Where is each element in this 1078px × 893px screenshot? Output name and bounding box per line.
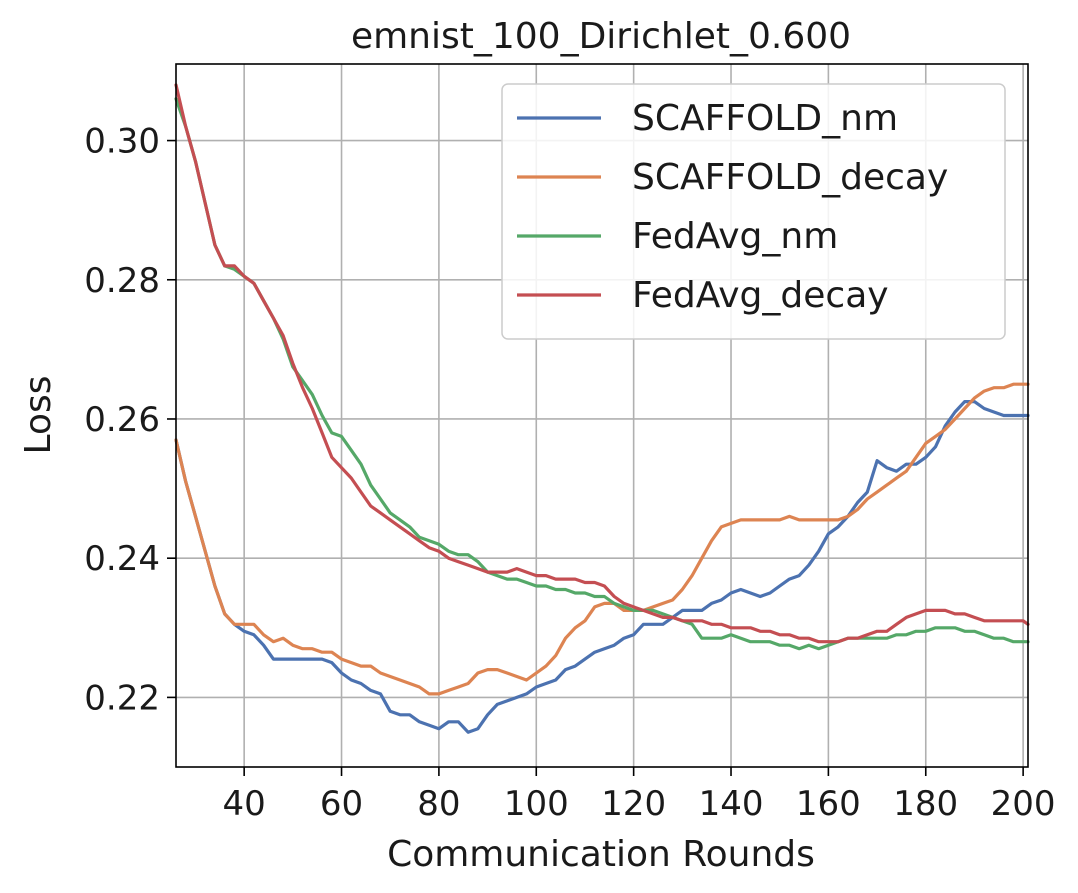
- x-tick-label: 80: [417, 784, 460, 824]
- series-line-fedavg-nm: [174, 97, 1030, 651]
- x-tick-label: 180: [893, 784, 958, 824]
- y-tick-label: 0.22: [84, 678, 160, 718]
- x-tick-label: 40: [223, 784, 266, 824]
- x-tick-label: 100: [504, 784, 569, 824]
- legend-label-fedavg-nm: FedAvg_nm: [632, 216, 838, 257]
- legend-label-scaffold-decay: SCAFFOLD_decay: [632, 157, 948, 198]
- chart-title: emnist_100_Dirichlet_0.600: [351, 16, 851, 57]
- series-lines: [174, 83, 1030, 734]
- y-axis-label: Loss: [18, 376, 59, 455]
- y-axis-ticks: 0.22 0.24 0.26 0.28 0.30: [84, 122, 176, 718]
- y-tick-label: 0.24: [84, 539, 160, 579]
- y-tick-label: 0.30: [84, 122, 160, 162]
- x-axis-label: Communication Rounds: [387, 834, 815, 875]
- x-tick-label: 160: [796, 784, 861, 824]
- legend-box: [501, 83, 1006, 340]
- series-line-scaffold-decay: [174, 382, 1030, 696]
- legend: SCAFFOLD_nm SCAFFOLD_decay FedAvg_nm FedAvg…: [501, 83, 1006, 340]
- x-tick-label: 200: [991, 784, 1056, 824]
- plot-frame: [175, 63, 1029, 768]
- series-line-scaffold-nm: [174, 400, 1030, 734]
- x-axis-ticks: 40 60 80 100 120 140 160 180 200: [223, 767, 1056, 824]
- x-tick-label: 140: [699, 784, 764, 824]
- legend-label-fedavg-decay: FedAvg_decay: [632, 275, 889, 316]
- legend-label-scaffold-nm: SCAFFOLD_nm: [632, 98, 898, 139]
- x-tick-label: 120: [601, 784, 666, 824]
- y-tick-label: 0.26: [84, 400, 160, 440]
- x-tick-label: 60: [320, 784, 363, 824]
- series-line-fedavg-decay: [174, 83, 1030, 644]
- y-tick-label: 0.28: [84, 261, 160, 301]
